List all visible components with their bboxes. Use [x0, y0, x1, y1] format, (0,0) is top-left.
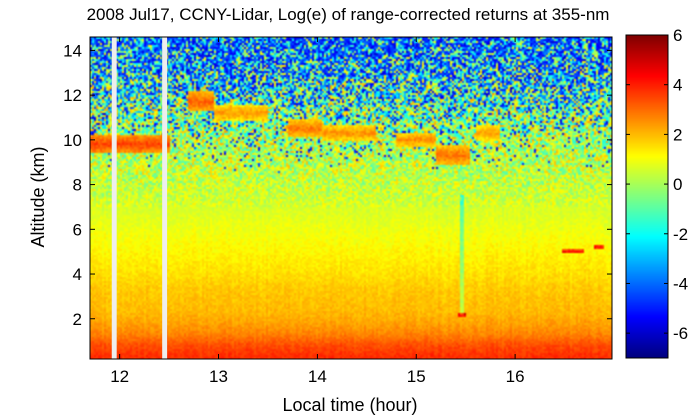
colorbar-ticks: 6 4 2 0 -2 -4 -6	[626, 26, 688, 343]
colorbar-tick-label: 6	[673, 26, 682, 45]
y-tick-label: 10	[63, 131, 82, 150]
x-tick-label: 12	[110, 367, 129, 386]
x-tick-label: 16	[506, 367, 525, 386]
x-tick-label: 14	[308, 367, 327, 386]
y-axis-label: Altitude (km)	[28, 146, 48, 247]
colorbar-tick-label: -6	[673, 324, 688, 343]
x-axis-ticks: 12 13 14 15 16	[110, 37, 525, 386]
heatmap-plot-area: 12 13 14 15 16 2 4 6 8 10 12 14	[63, 36, 613, 386]
y-axis-ticks: 2 4 6 8 10 12 14	[63, 41, 612, 329]
data-gap	[111, 37, 117, 359]
colorbar-tick-label: 2	[673, 125, 682, 144]
x-axis-label: Local time (hour)	[282, 395, 417, 415]
colorbar-image	[626, 35, 668, 358]
chart-title: 2008 Jul17, CCNY-Lidar, Log(e) of range-…	[87, 5, 610, 24]
colorbar-tick-label: 0	[673, 175, 682, 194]
colorbar-tick-label: 4	[673, 76, 682, 95]
x-tick-label: 13	[209, 367, 228, 386]
y-tick-label: 14	[63, 41, 82, 60]
colorbar-frame	[625, 34, 669, 359]
data-gap	[162, 37, 168, 359]
colorbar: 6 4 2 0 -2 -4 -6	[625, 26, 688, 359]
x-tick-label: 15	[407, 367, 426, 386]
y-tick-label: 12	[63, 86, 82, 105]
colorbar-tick-label: -4	[673, 274, 688, 293]
y-tick-label: 8	[73, 176, 82, 195]
plot-frame	[89, 36, 613, 360]
heatmap-image	[90, 37, 612, 359]
y-tick-label: 4	[73, 265, 82, 284]
colorbar-tick-label: -2	[673, 225, 688, 244]
data-gaps	[111, 37, 168, 359]
y-tick-label: 6	[73, 220, 82, 239]
y-tick-label: 2	[73, 310, 82, 329]
